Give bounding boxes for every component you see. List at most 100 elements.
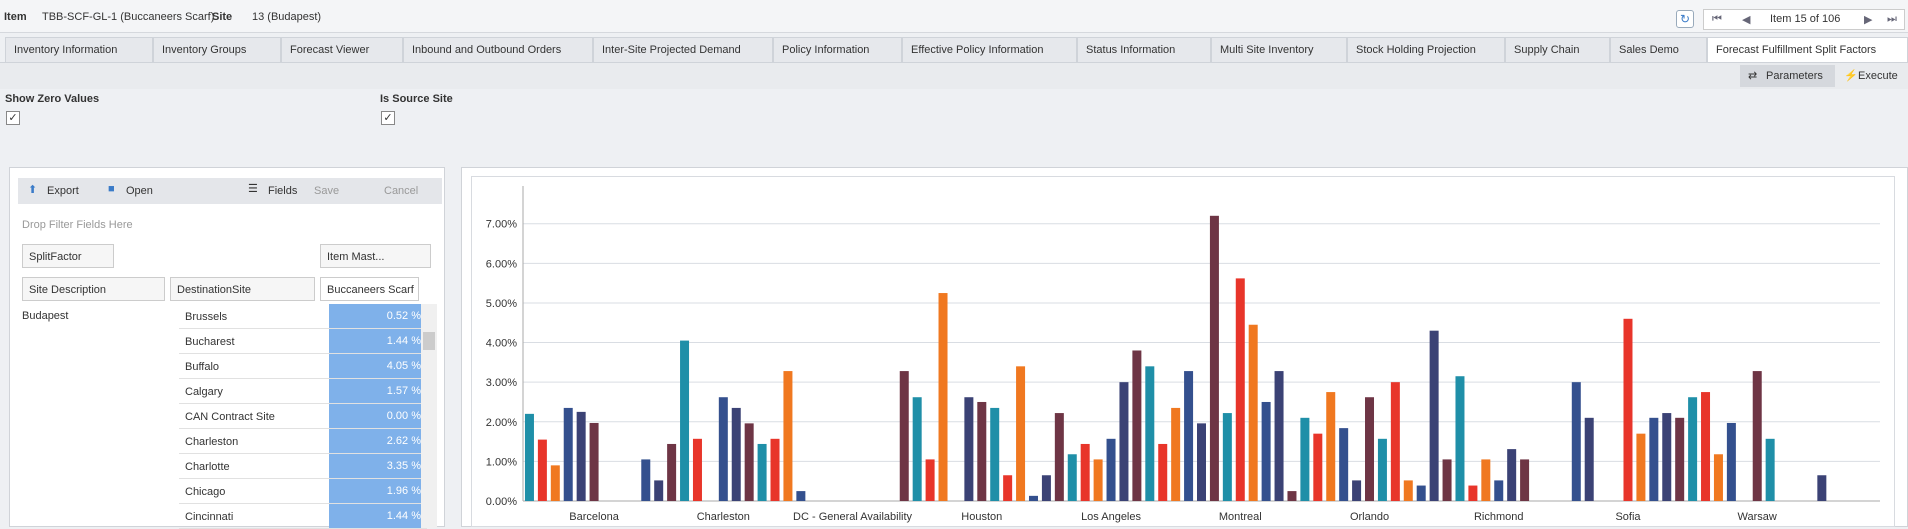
tab[interactable]: Inter-Site Projected Demand [593, 37, 773, 62]
checkbox[interactable]: ✓ [381, 111, 395, 125]
bar [899, 371, 909, 501]
bar [1468, 485, 1478, 501]
bar [1067, 454, 1077, 501]
tab[interactable]: Inventory Groups [153, 37, 281, 62]
destination-site: Charleston [185, 436, 239, 448]
split-value: 1.44 % [329, 329, 427, 353]
pivot-row: Cincinnati 1.44 % [179, 504, 427, 529]
bar [938, 293, 948, 501]
split-value: 2.62 % [329, 429, 427, 453]
bar [1752, 371, 1762, 501]
bar [964, 397, 974, 501]
bar [977, 401, 987, 501]
tab[interactable]: Effective Policy Information [902, 37, 1077, 62]
checkbox[interactable]: ✓ [6, 111, 20, 125]
bar [1028, 495, 1038, 501]
y-tick-label: 7.00% [486, 219, 517, 231]
chart: 0.00% 1.00% 2.00% 3.00% 4.00% 5.00% 6.00% 7.00%… [471, 176, 1895, 527]
bar [1494, 480, 1504, 501]
bar [1235, 278, 1245, 501]
bar [692, 438, 702, 501]
refresh-button[interactable]: ↻ [1676, 10, 1694, 28]
scrollbar[interactable] [421, 304, 437, 528]
prev-button[interactable]: ◀ [1742, 14, 1751, 26]
pivot-panel: ⬆ Export ■ Open ☰ Fields Save Cancel Dro… [9, 167, 445, 529]
tab[interactable]: Policy Information [773, 37, 902, 62]
item-label: Item [4, 11, 27, 23]
x-tick-label: Warsaw [1738, 511, 1777, 523]
action-bar: ⇄ Parameters ⚡ Execute [0, 62, 1908, 89]
tab[interactable]: Forecast Viewer [281, 37, 403, 62]
column-header: Buccaneers Scarf [320, 277, 419, 301]
y-tick-label: 3.00% [486, 377, 517, 389]
parameters-label: Parameters [1766, 70, 1823, 82]
fields-button[interactable]: Fields [268, 185, 298, 197]
open-button[interactable]: Open [126, 185, 153, 197]
bar [1584, 417, 1594, 501]
tab[interactable]: Status Information [1077, 37, 1211, 62]
bar [1675, 417, 1685, 501]
tab[interactable]: Sales Demo [1610, 37, 1707, 62]
bar [589, 422, 599, 501]
row-field[interactable]: DestinationSite [170, 277, 315, 301]
bar [770, 438, 780, 501]
pivot-row: Brussels 0.52 % [179, 304, 427, 329]
first-button[interactable]: ⏮ [1712, 13, 1722, 25]
tab[interactable]: Inventory Information [5, 37, 153, 62]
bar [563, 407, 573, 501]
pivot-row: Charleston 2.62 % [179, 429, 427, 454]
bar [1455, 376, 1465, 501]
item-value: TBB-SCF-GL-1 (Buccaneers Scarf) [42, 11, 215, 23]
bar [1274, 371, 1284, 501]
bar [680, 340, 690, 501]
tab[interactable]: Forecast Fulfillment Split Factors [1707, 37, 1908, 62]
pivot-row: CAN Contract Site 0.00 % [179, 404, 427, 429]
bar [1132, 350, 1142, 501]
bar [641, 459, 651, 501]
last-button[interactable]: ⏭ [1887, 13, 1897, 25]
bar [1093, 459, 1103, 501]
filter-hint: Drop Filter Fields Here [22, 219, 133, 231]
x-tick-label: Montreal [1219, 511, 1262, 523]
tab[interactable]: Supply Chain [1505, 37, 1610, 62]
tab[interactable]: Stock Holding Projection [1347, 37, 1505, 62]
destination-site: CAN Contract Site [185, 411, 275, 423]
bar [1390, 382, 1400, 501]
split-value: 3.35 % [329, 454, 427, 478]
bar [1003, 475, 1013, 501]
pivot-row: Bucharest 1.44 % [179, 329, 427, 354]
execute-button[interactable]: ⚡ Execute [1844, 70, 1898, 82]
bar [1041, 475, 1051, 501]
site-value: 13 (Budapest) [252, 11, 322, 23]
bar [1377, 438, 1387, 501]
cancel-button[interactable]: Cancel [384, 185, 419, 197]
bar [744, 423, 754, 501]
bar [731, 407, 741, 501]
split-value: 1.96 % [329, 479, 427, 503]
x-tick-label: DC - General Availability [793, 511, 913, 523]
bar [1571, 382, 1581, 501]
column-field[interactable]: Item Mast... [320, 244, 431, 268]
fields-icon: ☰ [248, 183, 258, 195]
data-field[interactable]: SplitFactor [22, 244, 114, 268]
open-icon: ■ [108, 183, 115, 195]
tab[interactable]: Inbound and Outbound Orders [403, 37, 593, 62]
bar [537, 439, 547, 501]
save-button[interactable]: Save [314, 185, 340, 197]
row-field[interactable]: Site Description [22, 277, 165, 301]
x-tick-label: Houston [961, 511, 1002, 523]
bar [925, 459, 935, 501]
y-tick-label: 5.00% [486, 298, 517, 310]
tab[interactable]: Multi Site Inventory [1211, 37, 1347, 62]
parameters-button[interactable]: ⇄ Parameters [1740, 65, 1835, 87]
bar [1701, 392, 1711, 501]
site-label: Site [212, 11, 233, 23]
bar [718, 397, 728, 501]
x-tick-label: Orlando [1350, 511, 1389, 523]
bar [1520, 459, 1530, 501]
execute-label: Execute [1858, 70, 1898, 82]
bar [1352, 480, 1362, 501]
header-bar: Item TBB-SCF-GL-1 (Buccaneers Scarf) Sit… [0, 0, 1908, 33]
export-button[interactable]: Export [47, 185, 79, 197]
next-button[interactable]: ▶ [1864, 14, 1873, 26]
